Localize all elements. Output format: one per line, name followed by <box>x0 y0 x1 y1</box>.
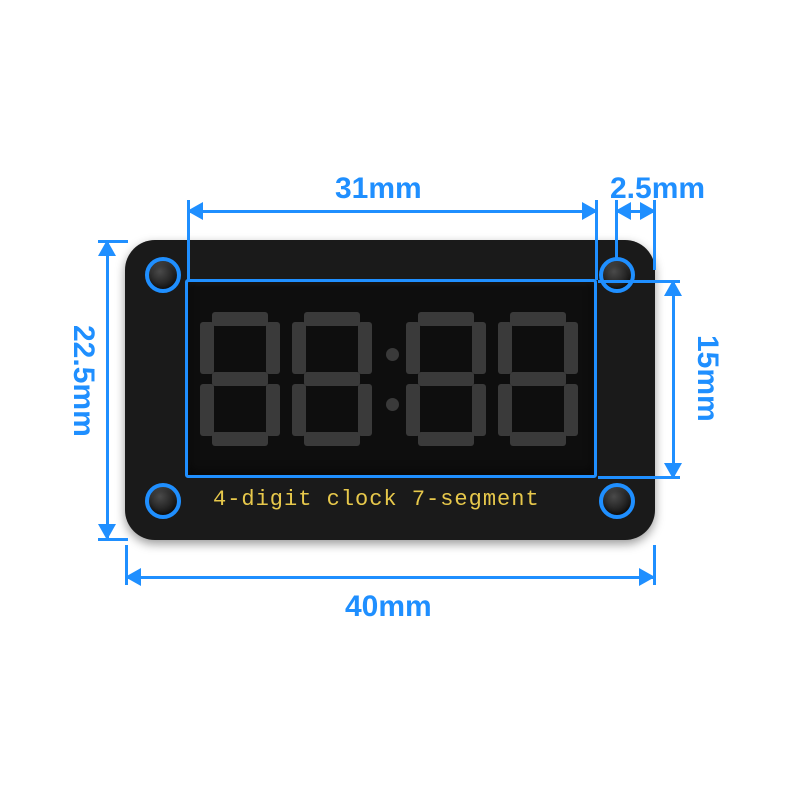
dim-label-2_5mm: 2.5mm <box>610 172 705 206</box>
colon-dot-bot <box>386 398 399 411</box>
dim-label-40mm: 40mm <box>345 590 432 624</box>
dim-label-31mm: 31mm <box>335 172 422 206</box>
mount-hole-bl <box>148 486 178 516</box>
arrow-left-icon <box>125 568 141 586</box>
arrow-right-icon <box>582 202 598 220</box>
digit-4 <box>498 312 578 446</box>
dim-line-40-h <box>125 576 655 579</box>
mount-hole-tl <box>148 261 178 291</box>
digit-3 <box>406 312 486 446</box>
dim-line-31mm-h <box>187 210 597 213</box>
silkscreen-label: 4-digit clock 7-segment <box>213 487 540 512</box>
diagram-canvas: 4-digit clock 7-segment 31mm 2.5mm 15mm <box>0 0 800 800</box>
dim-label-15mm: 15mm <box>690 335 724 422</box>
colon-dot-top <box>386 348 399 361</box>
digit-1 <box>200 312 280 446</box>
arrow-up-icon <box>98 240 116 256</box>
arrow-right-icon <box>639 568 655 586</box>
arrow-down-icon <box>664 463 682 479</box>
mount-hole-br <box>602 486 632 516</box>
arrow-left-icon <box>615 202 631 220</box>
dim-line-15-v <box>672 280 675 479</box>
arrow-left-icon <box>187 202 203 220</box>
arrow-right-icon <box>640 202 656 220</box>
digit-2 <box>292 312 372 446</box>
arrow-up-icon <box>664 280 682 296</box>
mount-hole-tr <box>602 261 632 291</box>
dim-line-22-v <box>106 240 109 540</box>
dim-label-22_5mm: 22.5mm <box>66 325 100 437</box>
arrow-down-icon <box>98 524 116 540</box>
